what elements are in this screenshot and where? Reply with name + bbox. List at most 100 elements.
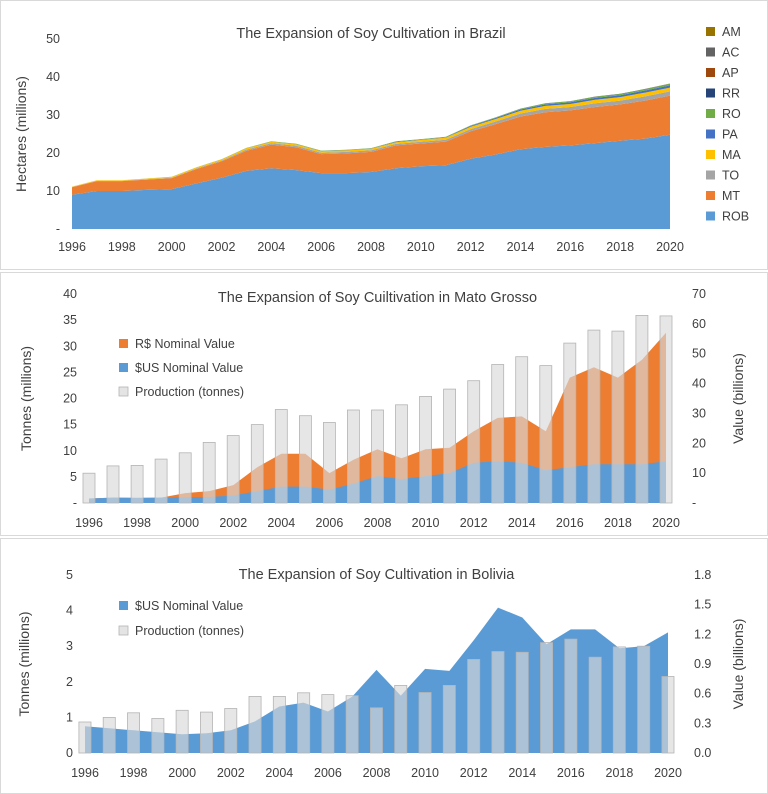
legend-swatch: [706, 109, 715, 118]
production-bar: [467, 659, 481, 754]
y-tick-label: 40: [46, 70, 60, 84]
x-tick-label: 2012: [460, 766, 488, 780]
legend-label: PA: [722, 128, 738, 142]
x-tick-label: 2004: [265, 766, 293, 780]
legend-label: MA: [722, 148, 741, 162]
legend-label: RO: [722, 107, 741, 121]
chart-title: The Expansion of Soy Cuiltivation in Mat…: [218, 290, 537, 306]
legend-label: RR: [722, 87, 740, 101]
production-bar: [175, 709, 189, 754]
y-tick-label: 30: [63, 339, 77, 353]
legend-label: $US Nominal Value: [135, 361, 243, 375]
x-tick-label: 2012: [457, 240, 485, 254]
x-tick-label: 2020: [656, 240, 684, 254]
legend-swatch: [706, 170, 715, 180]
y2-tick-label: 50: [692, 347, 706, 361]
y2-tick-label: 40: [692, 377, 706, 391]
production-bar: [202, 441, 216, 504]
production-bar: [78, 721, 92, 754]
bolivia-chart-panel: The Expansion of Soy Cultivation in Boli…: [0, 538, 768, 794]
chart-title: The Expansion of Soy Cultivation in Boli…: [239, 567, 516, 583]
production-bar: [82, 472, 96, 504]
x-tick-label: 2018: [606, 766, 634, 780]
y2-tick-label: 70: [692, 287, 706, 301]
production-bar: [491, 364, 505, 504]
x-tick-label: 2002: [217, 766, 245, 780]
production-bar: [515, 356, 529, 504]
production-bar: [515, 651, 529, 754]
legend-label: MT: [722, 189, 740, 203]
area-series-pa: [72, 85, 670, 187]
legend-swatch: [706, 47, 715, 57]
production-bar: [491, 651, 505, 754]
y-tick-label: -: [73, 496, 77, 510]
y2-axis-label: Value (billions): [730, 619, 746, 710]
y2-tick-label: 0.9: [694, 657, 711, 671]
legend-swatch: [706, 27, 715, 36]
legend-label: Production (tonnes): [135, 624, 244, 638]
production-bar: [346, 409, 360, 504]
y-tick-label: 10: [46, 184, 60, 198]
x-tick-label: 1998: [120, 766, 148, 780]
area-series-ro: [72, 83, 670, 187]
area-series-ma: [72, 87, 670, 187]
area-series-mt: [72, 95, 670, 195]
production-bar: [224, 708, 238, 754]
y2-tick-label: 20: [692, 436, 706, 450]
x-tick-label: 2014: [507, 240, 535, 254]
legend-swatch: [706, 88, 715, 98]
production-bar: [539, 365, 553, 504]
y-axis-label: Tonnes (millions): [16, 611, 32, 716]
legend-swatch: [119, 339, 128, 348]
legend-label: R$ Nominal Value: [135, 337, 235, 351]
production-bar: [588, 656, 602, 754]
y2-tick-label: 0.0: [694, 746, 711, 760]
production-bar: [274, 409, 288, 504]
y-tick-label: 2: [66, 675, 73, 689]
x-tick-label: 1996: [58, 240, 86, 254]
x-tick-label: 1998: [108, 240, 136, 254]
x-tick-label: 2010: [411, 766, 439, 780]
production-bar: [467, 380, 481, 504]
legend-swatch: [119, 363, 128, 372]
y-tick-label: 5: [70, 470, 77, 484]
production-bar: [322, 422, 336, 504]
x-tick-label: 1996: [71, 766, 99, 780]
production-bar: [106, 465, 120, 504]
y2-tick-label: 1.5: [694, 598, 711, 612]
y-tick-label: 35: [63, 313, 77, 327]
y-tick-label: 20: [63, 392, 77, 406]
area-series-to: [72, 91, 670, 188]
production-bar: [563, 342, 577, 504]
production-bar: [611, 330, 625, 504]
x-tick-label: 2008: [363, 766, 391, 780]
legend-swatch: [706, 129, 715, 139]
legend-label: Production (tonnes): [135, 385, 244, 399]
production-bar: [443, 388, 457, 504]
x-tick-label: 2016: [556, 240, 584, 254]
x-tick-label: 2006: [307, 240, 335, 254]
production-bar: [130, 464, 144, 504]
production-bar: [635, 315, 649, 504]
production-bar: [564, 638, 578, 754]
y-tick-label: 25: [63, 365, 77, 379]
production-bar: [102, 716, 116, 754]
production-bar: [127, 712, 141, 754]
production-bar: [199, 711, 213, 754]
chart-title: The Expansion of Soy Cultivation in Braz…: [236, 26, 505, 42]
legend-swatch: [706, 191, 715, 200]
production-bar: [442, 684, 456, 754]
x-tick-label: 2020: [654, 766, 682, 780]
production-bar: [369, 707, 383, 754]
y2-tick-label: 1.2: [694, 627, 711, 641]
production-bar: [250, 424, 264, 504]
y2-tick-label: 60: [692, 317, 706, 331]
y2-axis-label: Value (billions): [730, 353, 746, 444]
production-bar: [226, 435, 240, 504]
x-tick-label: 2002: [208, 240, 236, 254]
production-bar: [540, 642, 554, 754]
production-bar: [272, 695, 286, 754]
x-tick-label: 1996: [75, 516, 103, 530]
production-bar: [637, 645, 651, 754]
y-tick-label: 40: [63, 287, 77, 301]
